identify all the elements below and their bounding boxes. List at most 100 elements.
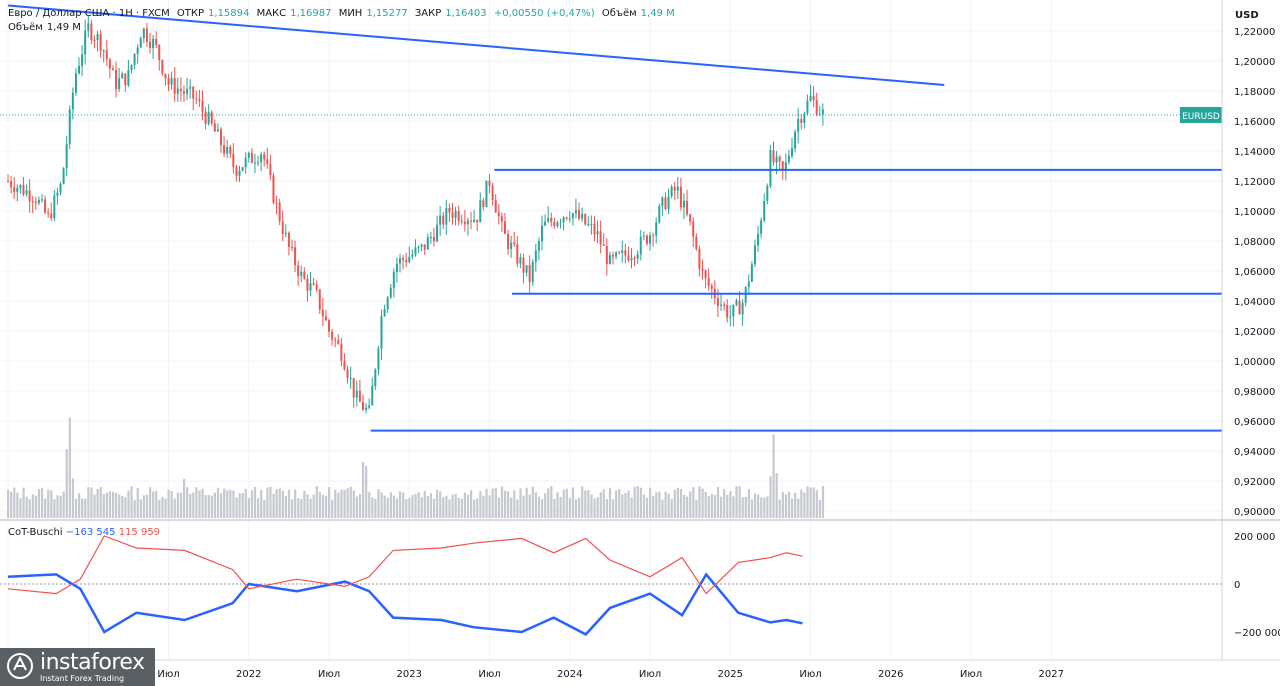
candle-body: [216, 129, 219, 132]
volume-bar: [540, 499, 544, 518]
candle-body: [781, 161, 784, 170]
cot-tick-label: 0: [1234, 580, 1240, 591]
close-label: ЗАКР: [414, 8, 442, 19]
volume-bar: [368, 492, 371, 518]
volume-bar: [386, 497, 389, 518]
volume-bar: [201, 488, 204, 518]
candle-body: [815, 99, 818, 115]
candle-body: [284, 232, 287, 234]
candle-body: [720, 304, 723, 306]
volume-bar: [766, 496, 769, 518]
candle-body: [19, 185, 22, 188]
candle-body: [247, 152, 250, 158]
candle-body: [161, 60, 164, 74]
volume-bar: [630, 497, 633, 518]
candle-body: [686, 200, 689, 215]
volume-bar: [710, 493, 713, 518]
candle-body: [303, 271, 306, 279]
candle-body: [673, 186, 676, 191]
volume-bar: [96, 489, 99, 518]
x-tick-label: Июл: [318, 669, 340, 680]
candle-body: [408, 256, 411, 263]
x-tick-label: 2026: [878, 669, 903, 680]
volume-bar: [445, 495, 448, 518]
volume-bar: [584, 490, 587, 518]
candle-body: [473, 219, 476, 222]
candle-body: [278, 202, 281, 222]
volume-bar: [130, 486, 133, 518]
volume-bar: [355, 496, 359, 518]
candle-body: [84, 30, 87, 55]
currency-label[interactable]: USD: [1235, 10, 1259, 21]
candle-body: [260, 154, 263, 163]
candle-body: [661, 197, 664, 206]
volume-bar: [371, 497, 374, 518]
candle-body: [87, 23, 90, 31]
candle-body: [525, 265, 528, 273]
candle-body: [99, 34, 102, 51]
volume-bar: [87, 487, 90, 518]
candle-body: [321, 309, 324, 317]
volume-bar: [99, 487, 102, 518]
volume-row-label: Объём: [8, 22, 43, 33]
candle-body: [53, 195, 56, 219]
instaforex-logo: instaforex Instant Forex Trading: [0, 648, 155, 686]
candle-body: [250, 152, 253, 163]
volume-bar: [275, 488, 278, 518]
volume-bar: [380, 492, 383, 518]
low-value: 1,15277: [366, 8, 408, 19]
candle-body: [374, 369, 377, 387]
trendline-segment: [7, 4, 945, 86]
volume-bar: [562, 489, 565, 518]
volume-bar: [627, 490, 630, 518]
volume-bar: [578, 497, 581, 518]
volume-bar: [713, 494, 717, 518]
cot-title: CoT-Buschi: [8, 527, 63, 538]
low-label: МИН: [338, 8, 363, 19]
volume-bar: [284, 496, 288, 518]
candle-body: [361, 401, 364, 411]
volume-bar: [732, 496, 735, 518]
candle-body: [812, 95, 815, 100]
volume-bar: [787, 491, 791, 518]
volume-bar: [750, 499, 754, 518]
volume-bar: [673, 489, 676, 518]
volume-bar: [442, 497, 445, 518]
price-levels[interactable]: 1,127441,044820,95358EURUSD1,16403: [0, 106, 1276, 439]
y-tick-label: 0,92000: [1234, 477, 1275, 488]
volume-bar: [195, 487, 198, 518]
candle-body: [491, 185, 494, 200]
candle-body: [198, 99, 201, 101]
open-value: 1,15894: [208, 8, 250, 19]
candle-body: [624, 250, 627, 256]
volume-bar: [686, 496, 689, 518]
volume-bar: [152, 491, 155, 518]
volume-bar: [420, 497, 423, 518]
candle-body: [420, 244, 423, 247]
volume-bar: [757, 494, 760, 518]
candle-body: [590, 223, 593, 225]
volume-bar: [559, 496, 562, 518]
candle-body: [587, 224, 590, 226]
volume-bar: [726, 494, 729, 518]
candle-body: [710, 285, 713, 289]
candle-body: [578, 210, 581, 219]
candle-body: [732, 304, 735, 317]
volume-bar: [645, 498, 649, 518]
candle-body: [642, 235, 645, 237]
candle-body: [596, 231, 599, 235]
candle-body: [411, 254, 414, 257]
volume-bar: [210, 495, 213, 518]
volume-bar: [470, 490, 473, 518]
volume-label: Объём: [601, 8, 637, 19]
volume-bar: [50, 490, 53, 518]
volume-bar: [198, 490, 201, 518]
candle-body: [136, 47, 139, 55]
candle-body: [581, 214, 584, 219]
candle-body: [476, 219, 479, 223]
volume-bar: [753, 493, 757, 518]
volume-bar: [102, 494, 105, 518]
volume-bar: [500, 486, 504, 518]
trendline[interactable]: [7, 4, 945, 86]
